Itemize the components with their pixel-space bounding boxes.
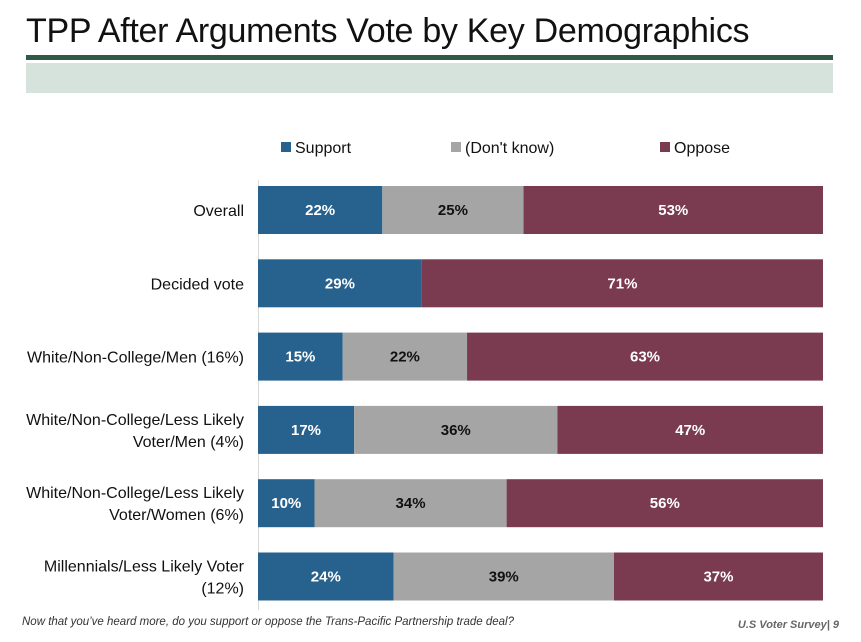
data-label: 71% (607, 275, 637, 292)
bar-segment (258, 259, 422, 308)
bar-segment (393, 552, 614, 601)
bar-segment (258, 479, 315, 528)
bar-segment (506, 479, 823, 528)
data-label: 39% (489, 569, 519, 586)
source-label: U.S Voter Survey| 9 (737, 619, 839, 631)
bar-segment (467, 332, 823, 381)
data-label: 22% (305, 202, 335, 219)
bar-segment (258, 405, 355, 454)
bar-segment (258, 552, 394, 601)
category-labels: Overall Decided vote White/Non-College/Men… (26, 203, 245, 598)
bar-segment (354, 405, 558, 454)
bar-segment (523, 186, 823, 234)
bar-segment (258, 186, 383, 234)
data-label: 47% (675, 422, 705, 439)
data-label: 56% (650, 495, 680, 512)
data-label: 34% (396, 495, 426, 512)
data-label: 25% (438, 202, 468, 219)
data-label: 15% (285, 349, 315, 366)
category-label: Overall (193, 203, 244, 220)
legend-swatch-support (281, 142, 291, 152)
category-label: White/Non-College/Less Likely Voter/Women… (26, 485, 244, 524)
category-label: Millennials/Less Likely Voter (12%) (44, 559, 245, 598)
title-rule (26, 55, 833, 60)
data-label: 29% (325, 275, 355, 292)
bar-segment (314, 479, 507, 528)
legend-label-don-t-know: (Don't know) (465, 140, 554, 157)
data-label: 37% (703, 569, 733, 586)
chart-title: TPP After Arguments Vote by Key Demograp… (26, 12, 750, 50)
legend-swatch-oppose (660, 142, 670, 152)
title-band (26, 63, 833, 93)
bars: 22% 25% 53% 29% 71% 15% 22% 63% 17% 36% 47% 10% 34% 5… (258, 186, 823, 601)
legend-swatch-don-t-know (451, 142, 461, 152)
footnote-question: Now that you’ve heard more, do you suppo… (22, 616, 515, 628)
bar-segment (258, 332, 343, 381)
data-label: 17% (291, 422, 321, 439)
legend: Support (Don't know) Oppose (281, 140, 730, 157)
legend-label-oppose: Oppose (674, 140, 730, 157)
category-label: Decided vote (151, 276, 244, 293)
category-label: White/Non-College/Less Likely Voter/Men (… (26, 412, 244, 451)
bar-segment (613, 552, 823, 601)
bar-segment (421, 259, 823, 308)
data-label: 53% (658, 202, 688, 219)
data-label: 24% (311, 569, 341, 586)
bar-segment (342, 332, 468, 381)
bar-segment (557, 405, 823, 454)
data-label: 10% (271, 495, 301, 512)
data-label: 36% (441, 422, 471, 439)
legend-label-support: Support (295, 140, 352, 157)
category-label: White/Non-College/Men (16%) (27, 350, 244, 367)
data-label: 22% (390, 349, 420, 366)
bar-segment (382, 186, 524, 234)
data-label: 63% (630, 349, 660, 366)
